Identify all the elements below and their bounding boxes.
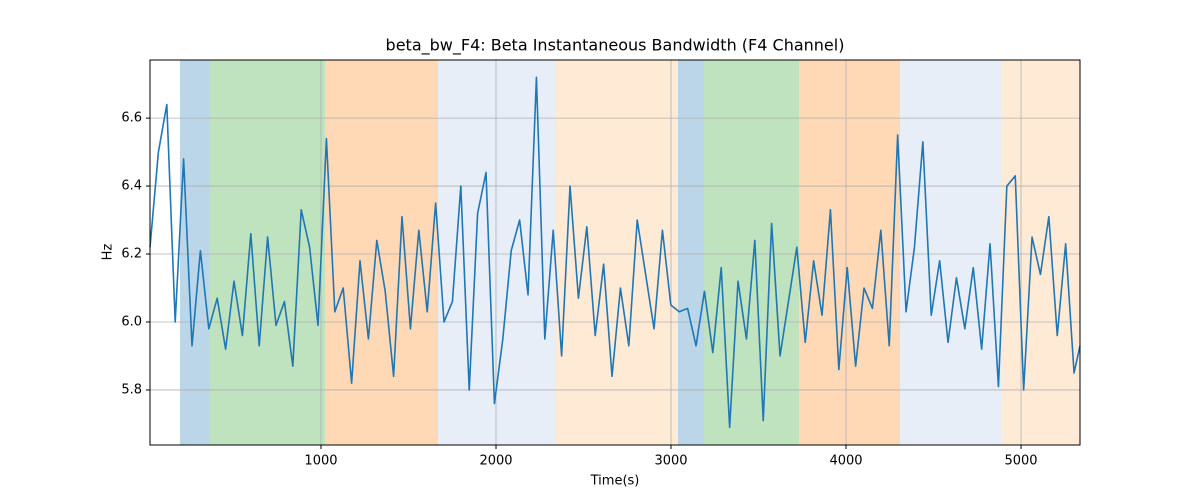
shaded-region	[325, 60, 439, 445]
shaded-region	[210, 60, 326, 445]
shaded-region	[900, 60, 1002, 445]
y-tick-label: 6.6	[121, 111, 142, 126]
y-tick-label: 6.4	[121, 179, 142, 194]
x-tick-label: 1000	[304, 454, 337, 469]
shaded-region	[704, 60, 799, 445]
y-tick-label: 5.8	[121, 382, 142, 397]
chart-title: beta_bw_F4: Beta Instantaneous Bandwidth…	[386, 36, 845, 56]
data-line	[149, 76, 1081, 429]
y-tick-label: 6.0	[121, 314, 142, 329]
x-tick-label: 5000	[1004, 454, 1037, 469]
shaded-region	[678, 60, 705, 445]
x-tick-label: 3000	[654, 454, 687, 469]
y-tick-label: 6.2	[121, 247, 142, 262]
shaded-region	[556, 60, 679, 445]
y-axis-label: Hz	[101, 244, 116, 261]
x-tick-label: 2000	[479, 454, 512, 469]
x-axis-label: Time(s)	[590, 474, 640, 489]
shaded-region	[179, 60, 211, 445]
x-tick-label: 4000	[829, 454, 862, 469]
plot-frame	[149, 59, 1081, 446]
